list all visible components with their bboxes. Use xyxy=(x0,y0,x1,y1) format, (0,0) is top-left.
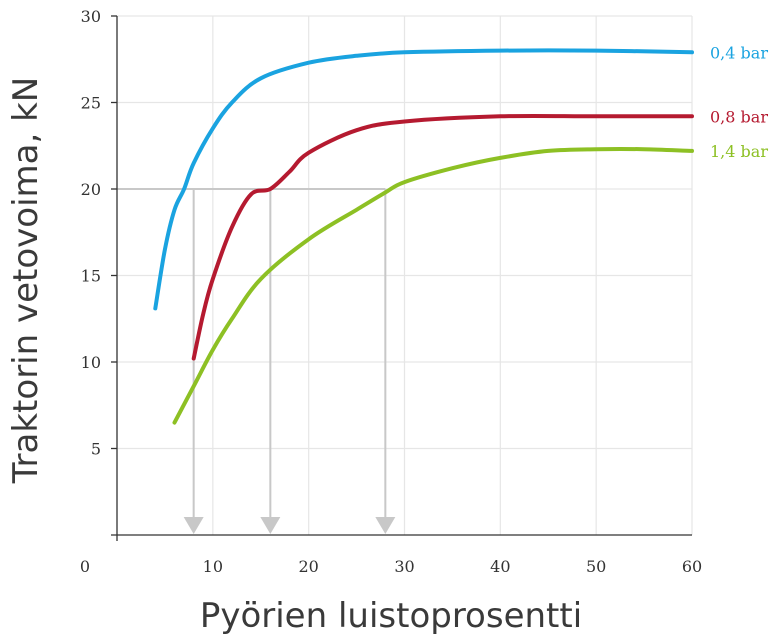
x-tick-label: 20 xyxy=(298,557,318,576)
y-tick-label: 5 xyxy=(91,440,101,459)
x-tick-label: 60 xyxy=(682,557,702,576)
y-tick-label: 15 xyxy=(81,267,101,286)
series-line-1 xyxy=(153,48,694,311)
series-line-3 xyxy=(172,146,694,425)
tick-labels: 5 10 15 20 25 30 10 20 30 40 50 60 0 xyxy=(80,7,702,576)
x-tick-label: 40 xyxy=(490,557,510,576)
grid xyxy=(117,15,693,535)
arrow-down-icon xyxy=(183,517,204,534)
x-tick-label: 50 xyxy=(586,557,606,576)
y-tick-label: 10 xyxy=(81,353,101,372)
series-label-1: 0,4 bar xyxy=(710,43,768,62)
arrow-down-icon xyxy=(375,517,396,534)
x-axis-title: Pyörien luistoprosentti xyxy=(200,596,582,636)
y-tick-label: 20 xyxy=(81,180,101,199)
y-axis-title: Traktorin vetovoima, kN xyxy=(6,77,46,484)
series-label-3: 1,4 bar xyxy=(710,142,768,161)
arrow-down-icon xyxy=(260,517,281,534)
series-label-2: 0,8 bar xyxy=(710,107,768,126)
x-tick-label: 10 xyxy=(203,557,223,576)
series-group: 0,4 bar 0,8 bar 1,4 bar xyxy=(153,43,768,425)
x-tick-label: 30 xyxy=(394,557,414,576)
origin-label: 0 xyxy=(80,557,90,576)
axes xyxy=(111,15,692,541)
y-tick-label: 30 xyxy=(81,7,101,26)
y-tick-label: 25 xyxy=(81,94,101,113)
series-line-2 xyxy=(191,113,694,361)
